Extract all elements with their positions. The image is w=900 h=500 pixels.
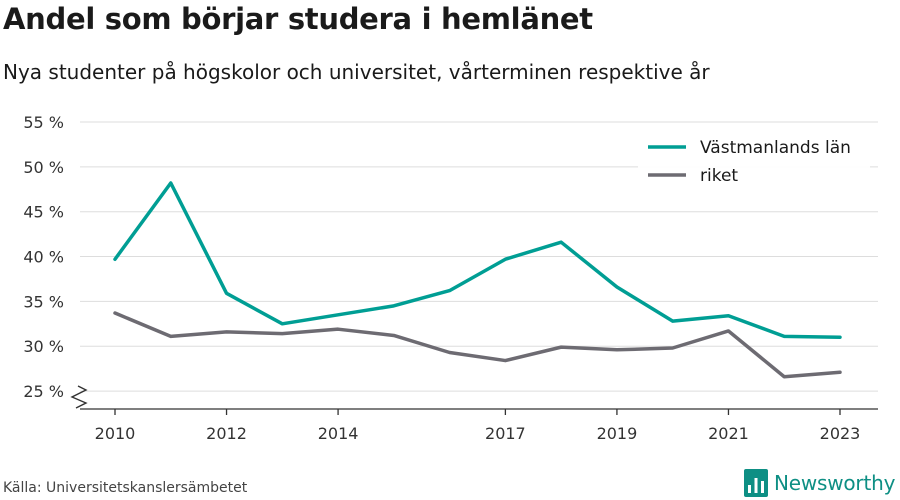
x-tick-label-2023: 2023 xyxy=(820,424,861,443)
x-tick-label-2012: 2012 xyxy=(206,424,247,443)
legend-label-0: Västmanlands län xyxy=(700,138,851,158)
x-tick-label-2021: 2021 xyxy=(708,424,749,443)
y-tick-label-55: 55 % xyxy=(23,113,64,132)
x-tick-label-2014: 2014 xyxy=(318,424,359,443)
series-line-vastmanland xyxy=(113,181,842,339)
series-lines xyxy=(113,181,842,379)
legend-background xyxy=(638,130,870,194)
brand-name: Newsworthy xyxy=(774,471,896,495)
y-tick-label-40: 40 % xyxy=(23,248,64,267)
brand-logo: Newsworthy xyxy=(744,469,895,497)
bar-chart-logo-icon xyxy=(744,469,768,497)
x-tick-label-2010: 2010 xyxy=(95,424,136,443)
x-tick-labels: 2010 2012 2014 2017 2019 2021 2023 xyxy=(95,424,861,443)
axis-break-mark xyxy=(70,385,88,409)
x-tick-label-2019: 2019 xyxy=(597,424,638,443)
y-tick-label-45: 45 % xyxy=(23,203,64,222)
y-tick-label-50: 50 % xyxy=(23,158,64,177)
source-note: Källa: Universitetskanslersämbetet xyxy=(3,480,248,496)
y-tick-labels: 25 % 30 % 35 % 40 % 45 % 50 % 55 % xyxy=(23,113,64,401)
series-line-riket xyxy=(113,311,842,379)
chart-title: Andel som börjar studera i hemlänet xyxy=(3,2,593,36)
legend: Västmanlands län riket xyxy=(638,130,870,194)
y-tick-label-35: 35 % xyxy=(23,292,64,311)
legend-label-1: riket xyxy=(700,166,738,186)
y-tick-label-30: 30 % xyxy=(23,337,64,356)
y-tick-label-25: 25 % xyxy=(23,382,64,401)
x-axis xyxy=(70,385,878,415)
chart-subtitle: Nya studenter på högskolor och universit… xyxy=(3,60,710,84)
x-tick-label-2017: 2017 xyxy=(485,424,526,443)
